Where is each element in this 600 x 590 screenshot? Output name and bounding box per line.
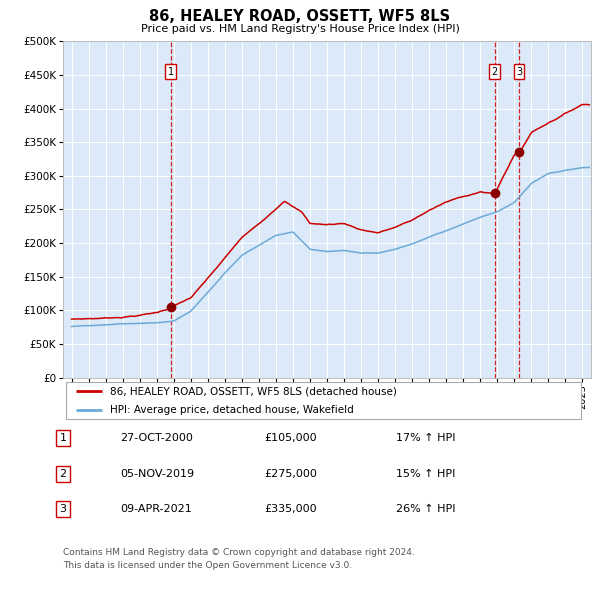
Text: 15% ↑ HPI: 15% ↑ HPI <box>396 469 455 478</box>
Text: 26% ↑ HPI: 26% ↑ HPI <box>396 504 455 514</box>
Text: This data is licensed under the Open Government Licence v3.0.: This data is licensed under the Open Gov… <box>63 560 352 569</box>
Text: 2: 2 <box>491 67 498 77</box>
Text: Price paid vs. HM Land Registry's House Price Index (HPI): Price paid vs. HM Land Registry's House … <box>140 24 460 34</box>
Text: 86, HEALEY ROAD, OSSETT, WF5 8LS: 86, HEALEY ROAD, OSSETT, WF5 8LS <box>149 9 451 24</box>
Text: £105,000: £105,000 <box>264 433 317 442</box>
Text: 05-NOV-2019: 05-NOV-2019 <box>120 469 194 478</box>
Text: Contains HM Land Registry data © Crown copyright and database right 2024.: Contains HM Land Registry data © Crown c… <box>63 548 415 556</box>
Text: 86, HEALEY ROAD, OSSETT, WF5 8LS (detached house): 86, HEALEY ROAD, OSSETT, WF5 8LS (detach… <box>110 386 397 396</box>
Text: £275,000: £275,000 <box>264 469 317 478</box>
Text: £335,000: £335,000 <box>264 504 317 514</box>
Text: HPI: Average price, detached house, Wakefield: HPI: Average price, detached house, Wake… <box>110 405 354 415</box>
Text: 1: 1 <box>59 433 67 442</box>
Text: 09-APR-2021: 09-APR-2021 <box>120 504 192 514</box>
FancyBboxPatch shape <box>65 382 581 419</box>
Text: 17% ↑ HPI: 17% ↑ HPI <box>396 433 455 442</box>
Text: 2: 2 <box>59 469 67 478</box>
Text: 3: 3 <box>59 504 67 514</box>
Text: 3: 3 <box>516 67 522 77</box>
Text: 1: 1 <box>167 67 174 77</box>
Text: 27-OCT-2000: 27-OCT-2000 <box>120 433 193 442</box>
